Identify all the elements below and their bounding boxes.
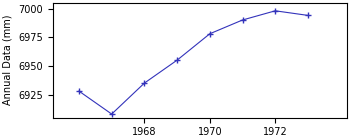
Y-axis label: Annual Data (mm): Annual Data (mm) [3,15,13,105]
